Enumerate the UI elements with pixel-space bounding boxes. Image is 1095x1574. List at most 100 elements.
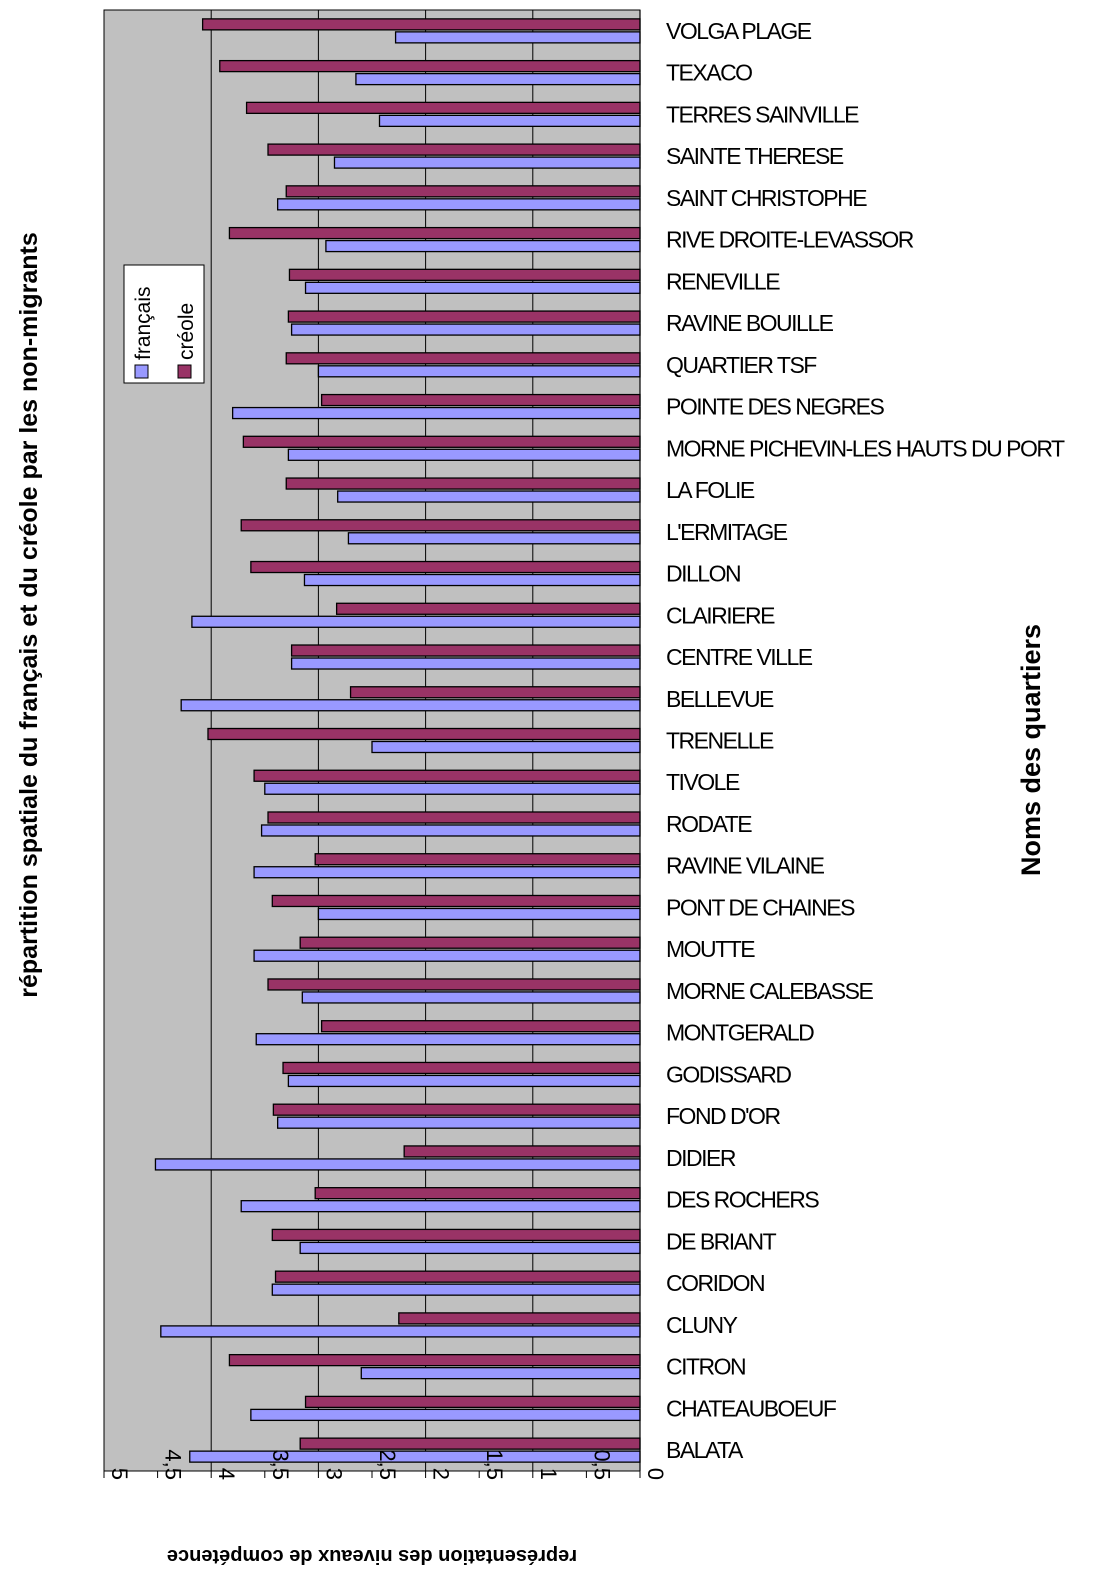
category-label: CORIDON <box>666 1270 764 1296</box>
category-label: RAVINE VILAINE <box>666 853 825 879</box>
axis-tick-label: 0 <box>643 1468 668 1480</box>
category-label: BALATA <box>666 1437 744 1463</box>
bar-creole <box>398 1312 641 1325</box>
category-label: DILLON <box>666 561 740 587</box>
bar-creole <box>271 894 641 908</box>
bar-creole <box>272 1103 641 1116</box>
bar-creole <box>290 644 641 657</box>
legend: français créole <box>123 264 205 384</box>
bar-francais <box>253 866 641 879</box>
category-label: CHATEAUBOEUF <box>666 1395 837 1421</box>
bar-francais <box>264 782 641 795</box>
category-label: CITRON <box>666 1354 745 1380</box>
category-label: L'ERMITAGE <box>666 519 788 545</box>
bar-creole <box>253 769 641 782</box>
bar-creole <box>335 602 641 615</box>
bar-creole <box>228 226 641 240</box>
bar-creole <box>240 519 641 532</box>
axis-tick-label: 1 <box>536 1468 561 1480</box>
value-axis-title: représentation des niveaux de compétence <box>167 1545 577 1567</box>
bar-creole <box>320 393 641 407</box>
bar-creole <box>320 1020 641 1033</box>
bar-francais <box>337 490 641 503</box>
category-label: FOND D'OR <box>666 1103 780 1129</box>
bar-francais <box>277 198 641 211</box>
bar-francais <box>189 1450 641 1463</box>
bar-creole <box>250 560 641 574</box>
category-label: RENEVILLE <box>666 268 780 294</box>
bar-francais <box>317 365 641 378</box>
axis-tick-label: 0,5 <box>589 1449 614 1480</box>
category-label: VOLGA PLAGE <box>666 18 812 44</box>
bar-creole <box>304 1395 641 1409</box>
bar-francais <box>260 824 641 837</box>
category-label: GODISSARD <box>666 1061 791 1087</box>
bar-francais <box>287 448 641 461</box>
bar-creole <box>288 268 641 281</box>
bar-creole <box>267 143 641 156</box>
bar-creole <box>245 101 641 115</box>
axis-tick-label: 2,5 <box>375 1449 400 1480</box>
bar-francais <box>378 114 641 128</box>
axis-tick-label: 3,5 <box>268 1449 293 1480</box>
category-label: TEXACO <box>666 60 752 86</box>
bar-creole <box>285 477 641 490</box>
bar-creole <box>282 1061 641 1075</box>
category-label: RAVINE BOUILLE <box>666 310 834 336</box>
bar-francais <box>360 1366 641 1380</box>
bar-francais <box>347 532 641 545</box>
bar-creole <box>228 1353 641 1367</box>
bar-francais <box>277 1116 641 1129</box>
category-label: SAINTE THERESE <box>666 143 844 169</box>
bar-francais <box>325 239 641 253</box>
bars <box>154 18 641 1463</box>
axis-tick-label: 4,5 <box>161 1449 186 1480</box>
bar-creole <box>242 435 641 448</box>
bar-francais <box>317 907 641 921</box>
category-label: DES ROCHERS <box>666 1187 819 1213</box>
bar-francais <box>255 1033 641 1046</box>
bar-francais <box>240 1200 641 1213</box>
gridlines <box>210 10 534 1471</box>
bar-francais <box>304 281 641 294</box>
bar-francais <box>250 1408 641 1422</box>
bar-francais <box>253 949 641 962</box>
bar-francais <box>287 1074 641 1088</box>
category-label: MORNE CALEBASSE <box>666 978 873 1004</box>
category-label: QUARTIER TSF <box>666 352 817 378</box>
category-label: TRENELLE <box>666 728 774 754</box>
value-axis: 0 0,5 1 1,5 2 2,5 3 3,5 4 4,5 5 <box>103 1449 668 1480</box>
category-label: MORNE PICHEVIN-LES HAUTS DU PORT <box>666 435 1065 461</box>
category-axis-title: Noms des quartiers <box>1016 624 1046 876</box>
bar-francais <box>301 991 641 1004</box>
category-label: DIDIER <box>666 1145 736 1171</box>
bar-creole <box>219 59 641 73</box>
category-label: MOUTTE <box>666 936 755 962</box>
category-label: CLUNY <box>666 1312 738 1338</box>
legend-label-francais: français <box>132 286 155 360</box>
axis-tick-label: 2 <box>429 1468 454 1480</box>
bar-francais <box>290 657 641 670</box>
chart-title: répartition spatiale du français et du c… <box>15 232 43 997</box>
axis-tick-label: 3 <box>321 1468 346 1480</box>
category-label: TERRES SAINVILLE <box>666 101 859 127</box>
category-label: BELLEVUE <box>666 686 774 712</box>
bar-francais <box>191 615 641 628</box>
category-label: SAINT CHRISTOPHE <box>666 185 867 211</box>
axis-tick-label: 4 <box>214 1468 239 1480</box>
bar-creole <box>314 1187 641 1200</box>
category-label: MONTGERALD <box>666 1020 814 1046</box>
bar-creole <box>267 978 641 991</box>
category-label: POINTE DES NEGRES <box>666 394 884 420</box>
category-label: PONT DE CHAINES <box>666 894 855 920</box>
bar-francais <box>160 1325 641 1338</box>
category-label: RODATE <box>666 811 752 837</box>
bar-francais <box>371 740 641 754</box>
bar-creole <box>299 936 641 949</box>
bar-francais <box>355 72 641 86</box>
bar-francais <box>290 323 641 336</box>
bar-creole <box>287 310 641 323</box>
bar-creole <box>349 686 641 699</box>
category-label: DE BRIANT <box>666 1228 777 1254</box>
bar-francais <box>394 31 641 44</box>
